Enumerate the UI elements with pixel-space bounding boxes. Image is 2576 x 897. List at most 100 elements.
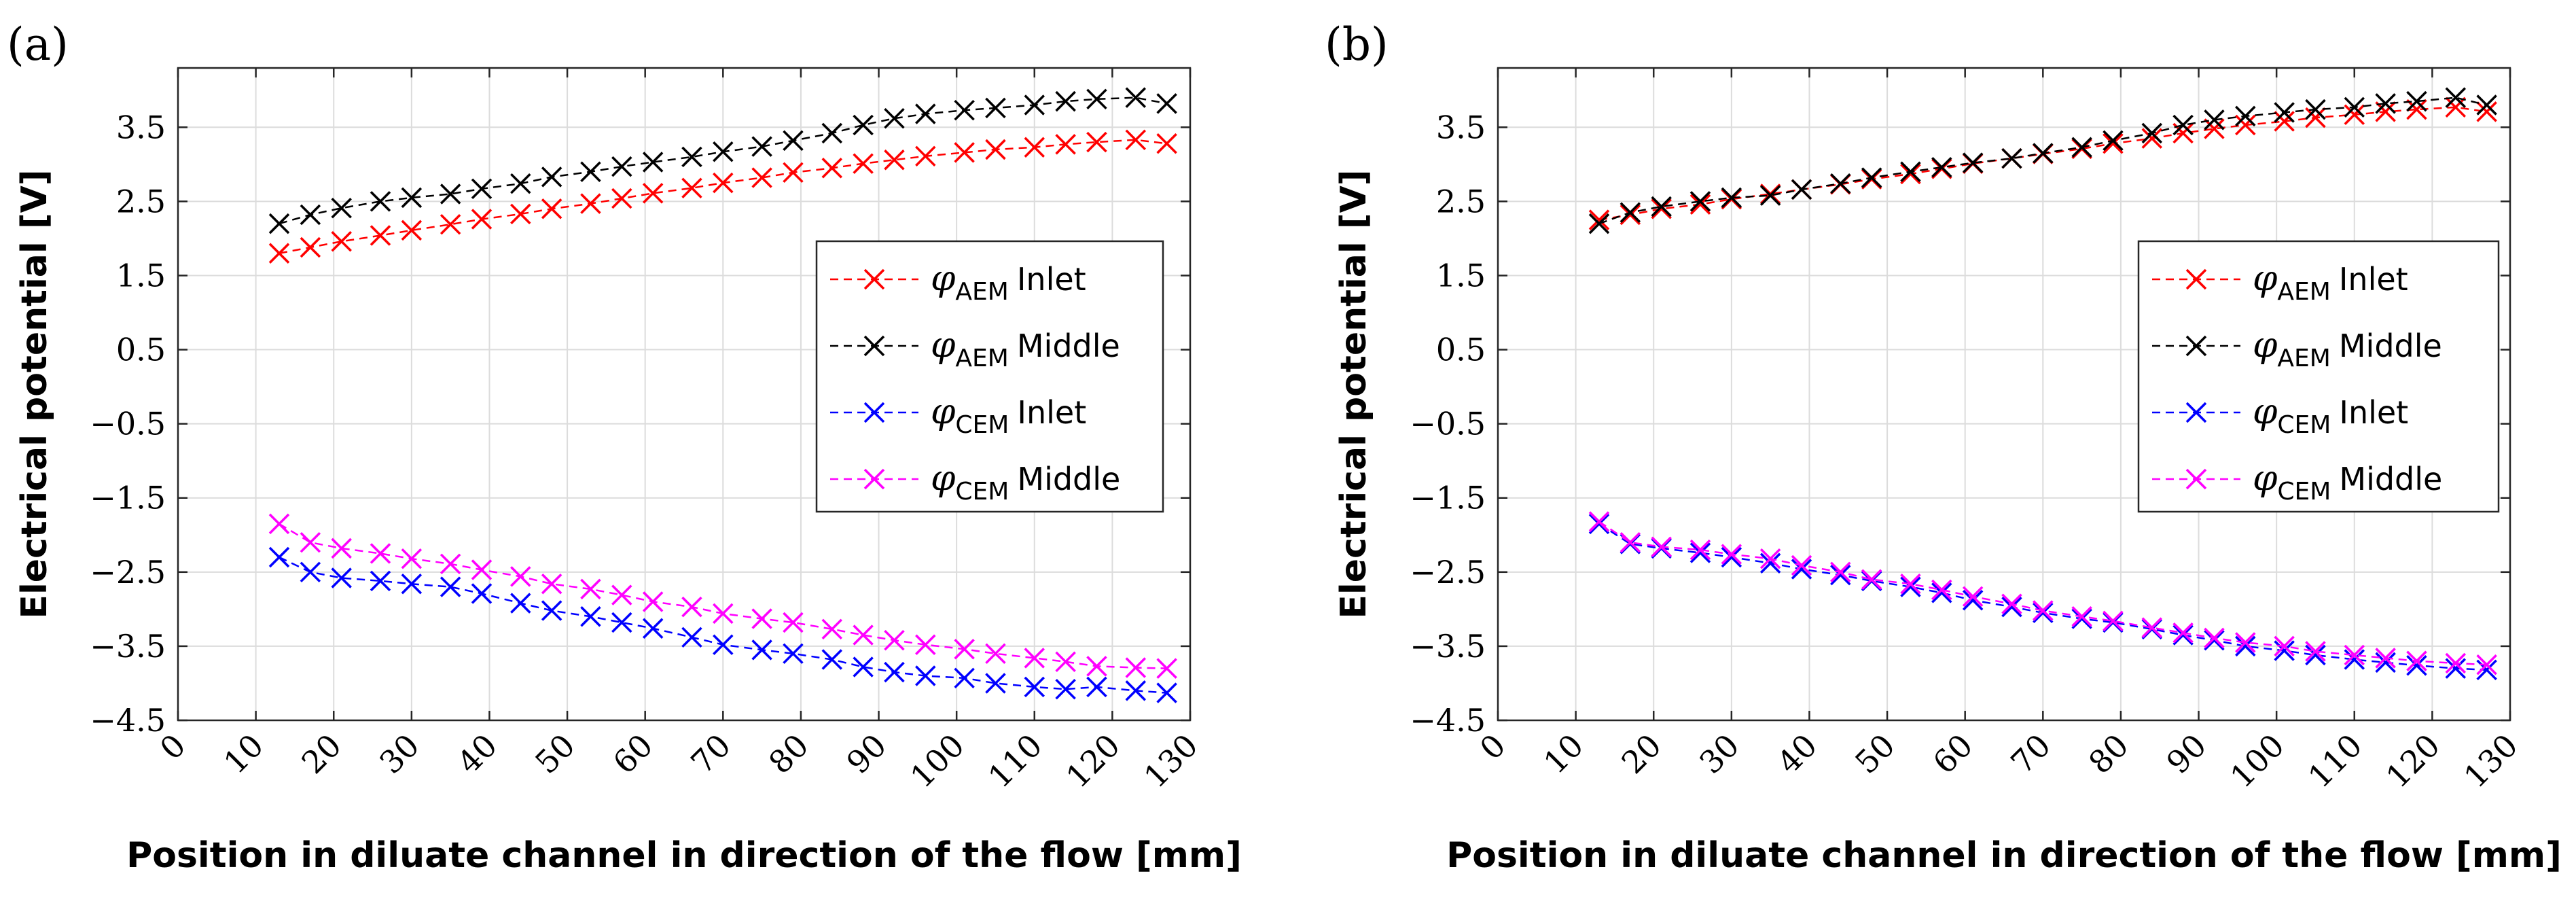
data-point bbox=[541, 166, 562, 188]
y-tick-label: 1.5 bbox=[116, 257, 166, 294]
y-tick-label: −2.5 bbox=[90, 554, 166, 591]
data-point bbox=[1689, 539, 1711, 561]
data-point bbox=[821, 649, 843, 670]
data-point bbox=[642, 183, 664, 204]
series-cem-inlet bbox=[268, 546, 1177, 703]
legend-item: φCEM Middle bbox=[2152, 458, 2442, 506]
data-point bbox=[1721, 187, 1742, 209]
data-point bbox=[268, 546, 290, 568]
x-tick-label: 110 bbox=[981, 727, 1049, 795]
data-point bbox=[2274, 111, 2295, 132]
data-point bbox=[713, 172, 734, 194]
x-tick-label: 50 bbox=[528, 727, 582, 781]
chart-panel-b: 0 10 20 30 40 50 60 70 80 90 100 110 120 1303.52.51.5… bbox=[1325, 18, 2562, 876]
data-point bbox=[2071, 606, 2092, 627]
data-point bbox=[2235, 632, 2256, 653]
x-tick-label: 90 bbox=[2160, 727, 2214, 781]
data-point bbox=[853, 656, 874, 678]
y-tick-label: 1.5 bbox=[1436, 257, 1486, 294]
y-axis-title: Electrical potential [V] bbox=[14, 169, 55, 618]
y-tick-label: 2.5 bbox=[1436, 183, 1486, 219]
data-point bbox=[1900, 574, 1921, 595]
data-point bbox=[1651, 198, 1672, 219]
data-point bbox=[471, 209, 493, 230]
data-point bbox=[580, 161, 601, 182]
data-point bbox=[541, 198, 562, 219]
data-point bbox=[681, 596, 702, 618]
data-point bbox=[2445, 87, 2467, 108]
data-point bbox=[1931, 156, 1952, 178]
y-tick-label: −2.5 bbox=[1410, 554, 1486, 591]
data-point bbox=[401, 219, 423, 241]
data-point bbox=[1689, 191, 1711, 212]
x-axis-title: Position in diluate channel in direction… bbox=[1446, 835, 2562, 876]
data-point bbox=[751, 136, 772, 157]
x-tick-label: 120 bbox=[1059, 727, 1127, 795]
data-point bbox=[611, 156, 632, 177]
data-point bbox=[1055, 134, 1076, 155]
x-tick-label: 110 bbox=[2301, 727, 2369, 795]
y-tick-label: −0.5 bbox=[1410, 406, 1486, 442]
data-point bbox=[300, 204, 321, 226]
legend-marker bbox=[863, 335, 885, 357]
legend-box bbox=[815, 240, 1164, 513]
data-point bbox=[1086, 656, 1107, 677]
x-tick-label: 80 bbox=[2081, 727, 2136, 781]
data-point bbox=[2172, 625, 2194, 646]
data-point bbox=[2235, 114, 2256, 136]
legend-marker bbox=[2185, 335, 2207, 357]
data-point bbox=[1861, 167, 1882, 188]
data-point bbox=[510, 173, 531, 194]
y-tick-label: −1.5 bbox=[90, 480, 166, 516]
x-tick-label: 80 bbox=[762, 727, 816, 781]
data-point bbox=[370, 225, 391, 246]
legend: φAEM Inlet φAEM Middle φCEM Inlet φCEM Middle bbox=[2137, 240, 2500, 513]
data-point bbox=[1759, 185, 1781, 206]
data-point bbox=[2375, 652, 2396, 673]
data-point bbox=[471, 583, 493, 604]
x-tick-label: 130 bbox=[2457, 727, 2525, 795]
data-point bbox=[783, 643, 804, 665]
data-point bbox=[2406, 99, 2427, 120]
axes-box bbox=[177, 67, 1192, 722]
chart-panel-a: 0 10 20 30 40 50 60 70 80 90 100 110 120 1303.52.51.5… bbox=[7, 18, 1242, 876]
data-point bbox=[642, 152, 664, 173]
data-point bbox=[370, 543, 391, 564]
series-aem-middle bbox=[268, 87, 1177, 234]
data-point bbox=[642, 618, 664, 639]
data-point bbox=[783, 162, 804, 183]
data-point bbox=[2406, 650, 2427, 671]
x-tick-label: 40 bbox=[1770, 727, 1825, 781]
data-point bbox=[884, 150, 905, 171]
data-point bbox=[1024, 94, 1045, 116]
legend-marker bbox=[2185, 402, 2207, 423]
x-tick-label: 70 bbox=[684, 727, 738, 781]
y-tick-label: −1.5 bbox=[1410, 480, 1486, 516]
data-point bbox=[2476, 94, 2497, 116]
data-point bbox=[370, 570, 391, 592]
y-tick-label: −0.5 bbox=[90, 406, 166, 442]
data-point bbox=[1156, 133, 1177, 154]
data-point bbox=[884, 107, 905, 129]
x-tick-label: 20 bbox=[294, 727, 348, 781]
data-point bbox=[1830, 173, 1851, 194]
y-axis-title: Electrical potential [V] bbox=[1334, 169, 1374, 618]
data-point bbox=[1024, 676, 1045, 698]
data-point bbox=[783, 130, 804, 152]
data-point bbox=[1830, 561, 1851, 583]
data-point bbox=[2476, 654, 2497, 675]
data-point bbox=[915, 634, 936, 655]
x-tick-label: 100 bbox=[904, 727, 971, 795]
data-point bbox=[2476, 659, 2497, 681]
data-point bbox=[884, 629, 905, 651]
series-cem-middle bbox=[268, 513, 1177, 679]
y-tick-label: 2.5 bbox=[116, 183, 166, 219]
data-point bbox=[915, 665, 936, 686]
data-point bbox=[401, 548, 423, 569]
data-point bbox=[1651, 196, 1672, 217]
data-point bbox=[2001, 596, 2022, 618]
data-point bbox=[1962, 586, 1984, 608]
data-point bbox=[471, 559, 493, 580]
data-point bbox=[713, 634, 734, 655]
